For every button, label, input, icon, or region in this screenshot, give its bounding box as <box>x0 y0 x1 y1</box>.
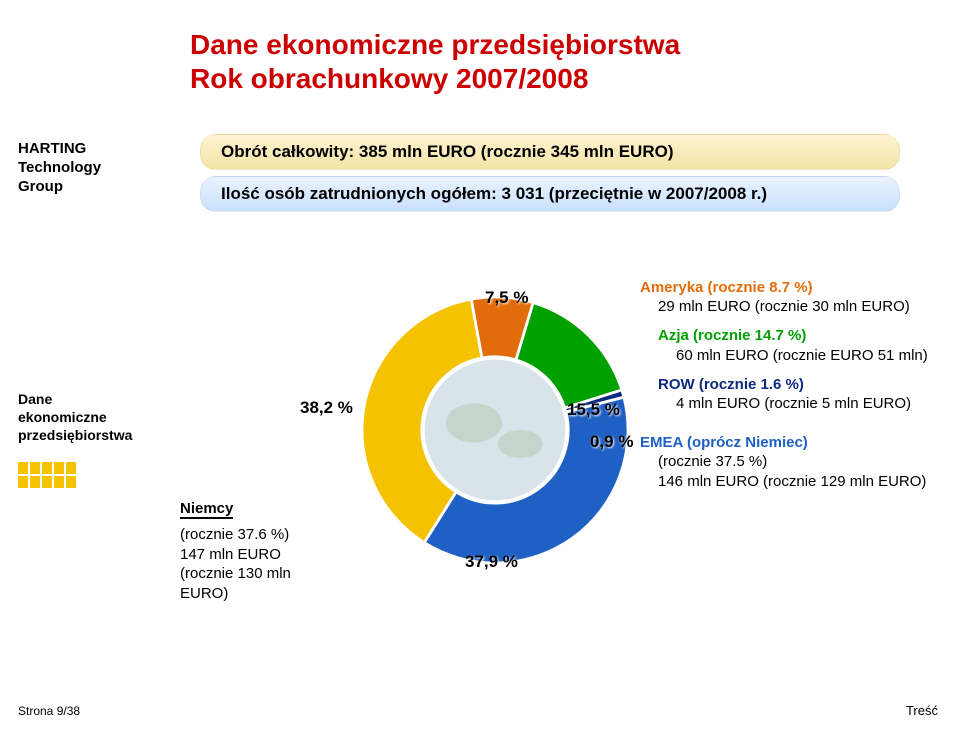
brand-line-1: HARTING <box>18 140 86 157</box>
page-title: Dane ekonomiczne przedsiębiorstwa Rok ob… <box>190 28 680 95</box>
slice-label-row: 0,9 % <box>590 432 633 452</box>
legend-left-d2: 147 mln EURO <box>180 545 360 565</box>
sidebar-label-l2: ekonomiczne <box>18 408 132 426</box>
legend-body-emea-l1: (rocznie 37.5 %) <box>658 452 950 471</box>
legend-head-azja: Azja (rocznie 14.7 %) <box>658 327 806 344</box>
legend-left-d3: (rocznie 130 mln <box>180 564 360 584</box>
slice-label-azja: 15,5 % <box>567 400 620 420</box>
legend-left-name: Niemcy <box>180 500 233 519</box>
grid-icon <box>18 462 78 490</box>
brand-block: HARTING Technology Group <box>18 140 101 196</box>
legend-body-azja: 60 mln EURO (rocznie EURO 51 mln) <box>676 346 950 365</box>
legend-left-d4: EURO) <box>180 584 360 604</box>
legend-body-emea-l2: 146 mln EURO (rocznie 129 mln EURO) <box>658 472 950 491</box>
legend-left-d1: (rocznie 37.6 %) <box>180 525 360 545</box>
donut-chart <box>355 290 635 570</box>
legend-item-azja: Azja (rocznie 14.7 %) 60 mln EURO (roczn… <box>640 326 950 364</box>
legend-head-emea: EMEA (oprócz Niemiec) <box>640 434 808 451</box>
donut-svg <box>355 290 635 570</box>
legend-item-ameryka: Ameryka (rocznie 8.7 %) 29 mln EURO (roc… <box>640 278 950 316</box>
legend-body-ameryka: 29 mln EURO (rocznie 30 mln EURO) <box>658 297 950 316</box>
legend-right: Ameryka (rocznie 8.7 %) 29 mln EURO (roc… <box>640 278 950 501</box>
legend-left: Niemcy (rocznie 37.6 %) 147 mln EURO (ro… <box>180 500 360 603</box>
legend-body-row: 4 mln EURO (rocznie 5 mln EURO) <box>676 394 950 413</box>
brand-line-3: Group <box>18 178 101 197</box>
legend-item-emea: EMEA (oprócz Niemiec) (rocznie 37.5 %) 1… <box>640 433 950 491</box>
slice-label-emea: 37,9 % <box>465 552 518 572</box>
stat-pill-employees: Ilość osób zatrudnionych ogółem: 3 031 (… <box>200 176 900 212</box>
legend-head-row: ROW (rocznie 1.6 %) <box>658 376 804 393</box>
sidebar-label-l3: przedsiębiorstwa <box>18 426 132 444</box>
brand-line-2: Technology <box>18 159 101 178</box>
sidebar-label-l1: Dane <box>18 390 132 408</box>
stat-pill-turnover: Obrót całkowity: 385 mln EURO (rocznie 3… <box>200 134 900 170</box>
slice-label-niemcy: 38,2 % <box>300 398 353 418</box>
legend-item-row: ROW (rocznie 1.6 %) 4 mln EURO (rocznie … <box>640 375 950 413</box>
title-line-2: Rok obrachunkowy 2007/2008 <box>190 62 680 96</box>
sidebar: HARTING Technology Group Dane ekonomiczn… <box>0 0 180 736</box>
title-line-1: Dane ekonomiczne przedsiębiorstwa <box>190 29 680 60</box>
footer-link-toc[interactable]: Treść <box>906 703 938 718</box>
sidebar-section-label: Dane ekonomiczne przedsiębiorstwa <box>18 390 132 445</box>
legend-head-ameryka: Ameryka (rocznie 8.7 %) <box>640 279 813 296</box>
slice-label-ameryka: 7,5 % <box>485 288 528 308</box>
page-number: Strona 9/38 <box>18 704 80 718</box>
